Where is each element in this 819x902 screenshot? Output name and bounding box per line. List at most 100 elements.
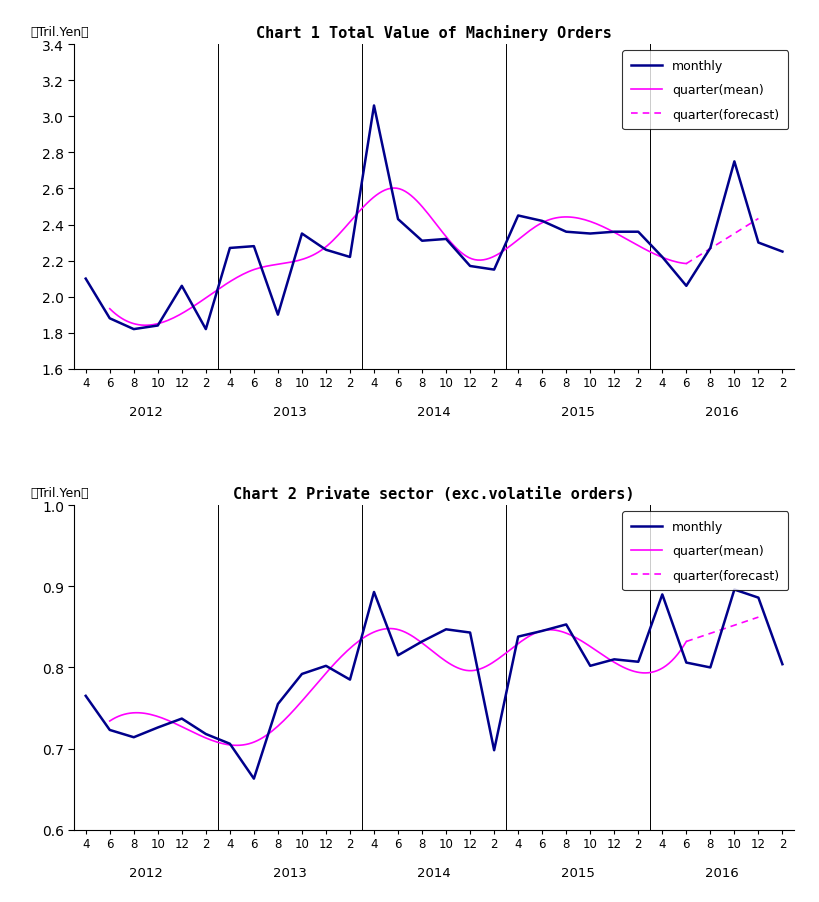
Line: quarter(forecast): quarter(forecast)	[686, 219, 758, 264]
quarter(mean)	[658, 253, 668, 263]
monthly	[225, 739, 235, 750]
monthly	[225, 244, 235, 254]
monthly	[561, 227, 571, 238]
monthly	[681, 281, 691, 292]
monthly	[441, 624, 451, 635]
quarter(mean)	[681, 636, 691, 647]
monthly	[369, 587, 379, 598]
monthly	[417, 236, 427, 247]
monthly	[201, 325, 210, 336]
monthly	[393, 650, 403, 661]
monthly	[514, 211, 523, 222]
monthly	[514, 631, 523, 642]
Text: 2016: 2016	[705, 866, 740, 879]
Legend: monthly, quarter(mean), quarter(forecast): monthly, quarter(mean), quarter(forecast…	[622, 511, 788, 591]
quarter(mean)	[389, 183, 399, 194]
quarter(forecast)	[681, 636, 691, 647]
monthly	[153, 723, 163, 733]
monthly	[465, 262, 475, 272]
monthly	[753, 238, 763, 249]
quarter(mean)	[638, 667, 648, 678]
Text: 2014: 2014	[417, 866, 451, 879]
Legend: monthly, quarter(mean), quarter(forecast): monthly, quarter(mean), quarter(forecast…	[622, 51, 788, 130]
monthly	[658, 253, 667, 263]
quarter(mean)	[658, 662, 668, 673]
monthly	[586, 660, 595, 671]
monthly	[658, 589, 667, 600]
monthly	[129, 732, 138, 743]
monthly	[177, 713, 187, 724]
monthly	[321, 245, 331, 256]
quarter(mean)	[128, 318, 138, 329]
monthly	[753, 593, 763, 603]
quarter(mean)	[212, 737, 222, 748]
monthly	[417, 636, 427, 647]
Text: 2014: 2014	[417, 405, 451, 419]
quarter(mean)	[143, 320, 152, 331]
monthly	[249, 773, 259, 784]
quarter(mean)	[261, 262, 271, 272]
monthly	[345, 253, 355, 263]
monthly	[177, 281, 187, 292]
Text: 2012: 2012	[129, 866, 163, 879]
monthly	[705, 662, 715, 673]
quarter(mean)	[215, 283, 224, 294]
monthly	[393, 215, 403, 226]
monthly	[609, 227, 619, 238]
Text: 2012: 2012	[129, 405, 163, 419]
quarter(mean)	[128, 708, 138, 719]
monthly	[777, 247, 787, 258]
quarter(forecast)	[753, 214, 763, 225]
monthly	[609, 654, 619, 665]
monthly	[105, 724, 115, 735]
monthly	[730, 584, 740, 595]
Text: 2013: 2013	[273, 866, 307, 879]
monthly	[561, 620, 571, 630]
monthly	[586, 229, 595, 240]
quarter(mean)	[638, 244, 648, 254]
Title: Chart 2 Private sector (exc.volatile orders): Chart 2 Private sector (exc.volatile ord…	[233, 487, 635, 502]
monthly	[633, 227, 643, 238]
Text: 2013: 2013	[273, 405, 307, 419]
monthly	[369, 101, 379, 112]
Line: quarter(forecast): quarter(forecast)	[686, 618, 758, 641]
monthly	[297, 668, 307, 679]
monthly	[153, 321, 163, 332]
monthly	[201, 729, 210, 740]
monthly	[273, 310, 283, 321]
quarter(mean)	[139, 320, 149, 331]
monthly	[105, 314, 115, 325]
monthly	[489, 265, 499, 276]
quarter(mean)	[261, 731, 271, 741]
Line: quarter(mean): quarter(mean)	[110, 629, 686, 746]
quarter(mean)	[233, 741, 242, 751]
quarter(mean)	[105, 716, 115, 727]
monthly	[273, 699, 283, 710]
Text: （Tril.Yen）: （Tril.Yen）	[30, 486, 89, 499]
quarter(mean)	[386, 623, 396, 634]
monthly	[345, 675, 355, 686]
Line: monthly: monthly	[86, 590, 782, 778]
monthly	[81, 691, 91, 702]
monthly	[489, 745, 499, 756]
Text: 2016: 2016	[705, 405, 740, 419]
quarter(forecast)	[681, 259, 691, 270]
monthly	[633, 657, 643, 667]
monthly	[681, 658, 691, 668]
monthly	[297, 229, 307, 240]
monthly	[537, 216, 547, 227]
monthly	[441, 235, 451, 245]
monthly	[81, 274, 91, 285]
Title: Chart 1 Total Value of Machinery Orders: Chart 1 Total Value of Machinery Orders	[256, 25, 612, 41]
monthly	[777, 659, 787, 670]
quarter(mean)	[105, 304, 115, 315]
Text: （Tril.Yen）: （Tril.Yen）	[30, 25, 89, 39]
monthly	[705, 244, 715, 254]
monthly	[730, 157, 740, 168]
monthly	[129, 325, 138, 336]
Text: 2015: 2015	[561, 866, 595, 879]
quarter(mean)	[139, 708, 149, 719]
Line: monthly: monthly	[86, 106, 782, 330]
monthly	[321, 660, 331, 671]
monthly	[465, 628, 475, 639]
